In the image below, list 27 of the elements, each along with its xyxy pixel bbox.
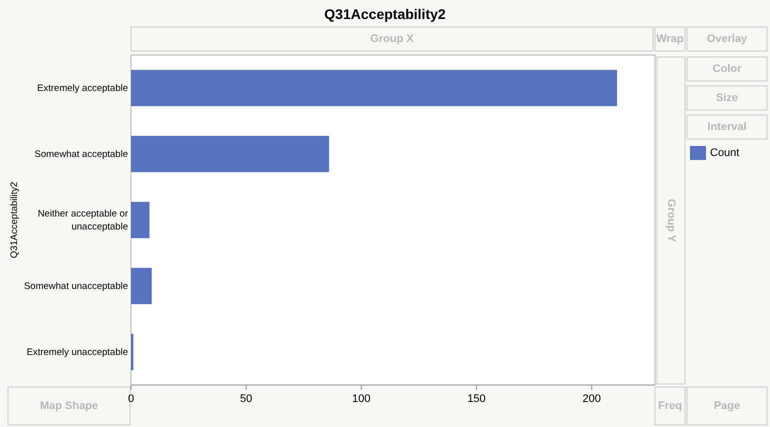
text: Overlay — [706, 33, 748, 45]
y-tick-label: Somewhat unacceptable — [24, 280, 128, 292]
y-tick-label: Somewhat acceptable — [34, 148, 128, 160]
legend-label: Count — [710, 147, 740, 159]
chart-title: Q31Acceptability2 — [324, 6, 446, 22]
text: Color — [712, 63, 742, 75]
bar — [131, 268, 152, 304]
text: Page — [714, 400, 740, 412]
text: Interval — [707, 121, 747, 133]
x-tick-label: 150 — [467, 393, 486, 405]
x-tick-label: 200 — [582, 393, 601, 405]
text: Group Y — [665, 198, 677, 243]
bar — [131, 202, 150, 238]
y-tick-label: Extremely unacceptable — [26, 346, 128, 358]
bar — [131, 136, 330, 172]
y-tick-label: Extremely acceptable — [37, 82, 128, 94]
x-tick-label: 0 — [128, 393, 134, 405]
x-tick-label: 100 — [352, 393, 371, 405]
text: Size — [716, 92, 738, 104]
bar — [131, 70, 617, 106]
text: Wrap — [656, 33, 684, 45]
x-tick-label: 50 — [240, 393, 252, 405]
y-axis-title: Q31Acceptability2 — [9, 182, 20, 258]
text: Map Shape — [40, 400, 98, 412]
text: Freq — [658, 400, 682, 412]
y-tick-label: Neither acceptable or unacceptable — [38, 208, 128, 232]
text: Group X — [370, 33, 414, 45]
